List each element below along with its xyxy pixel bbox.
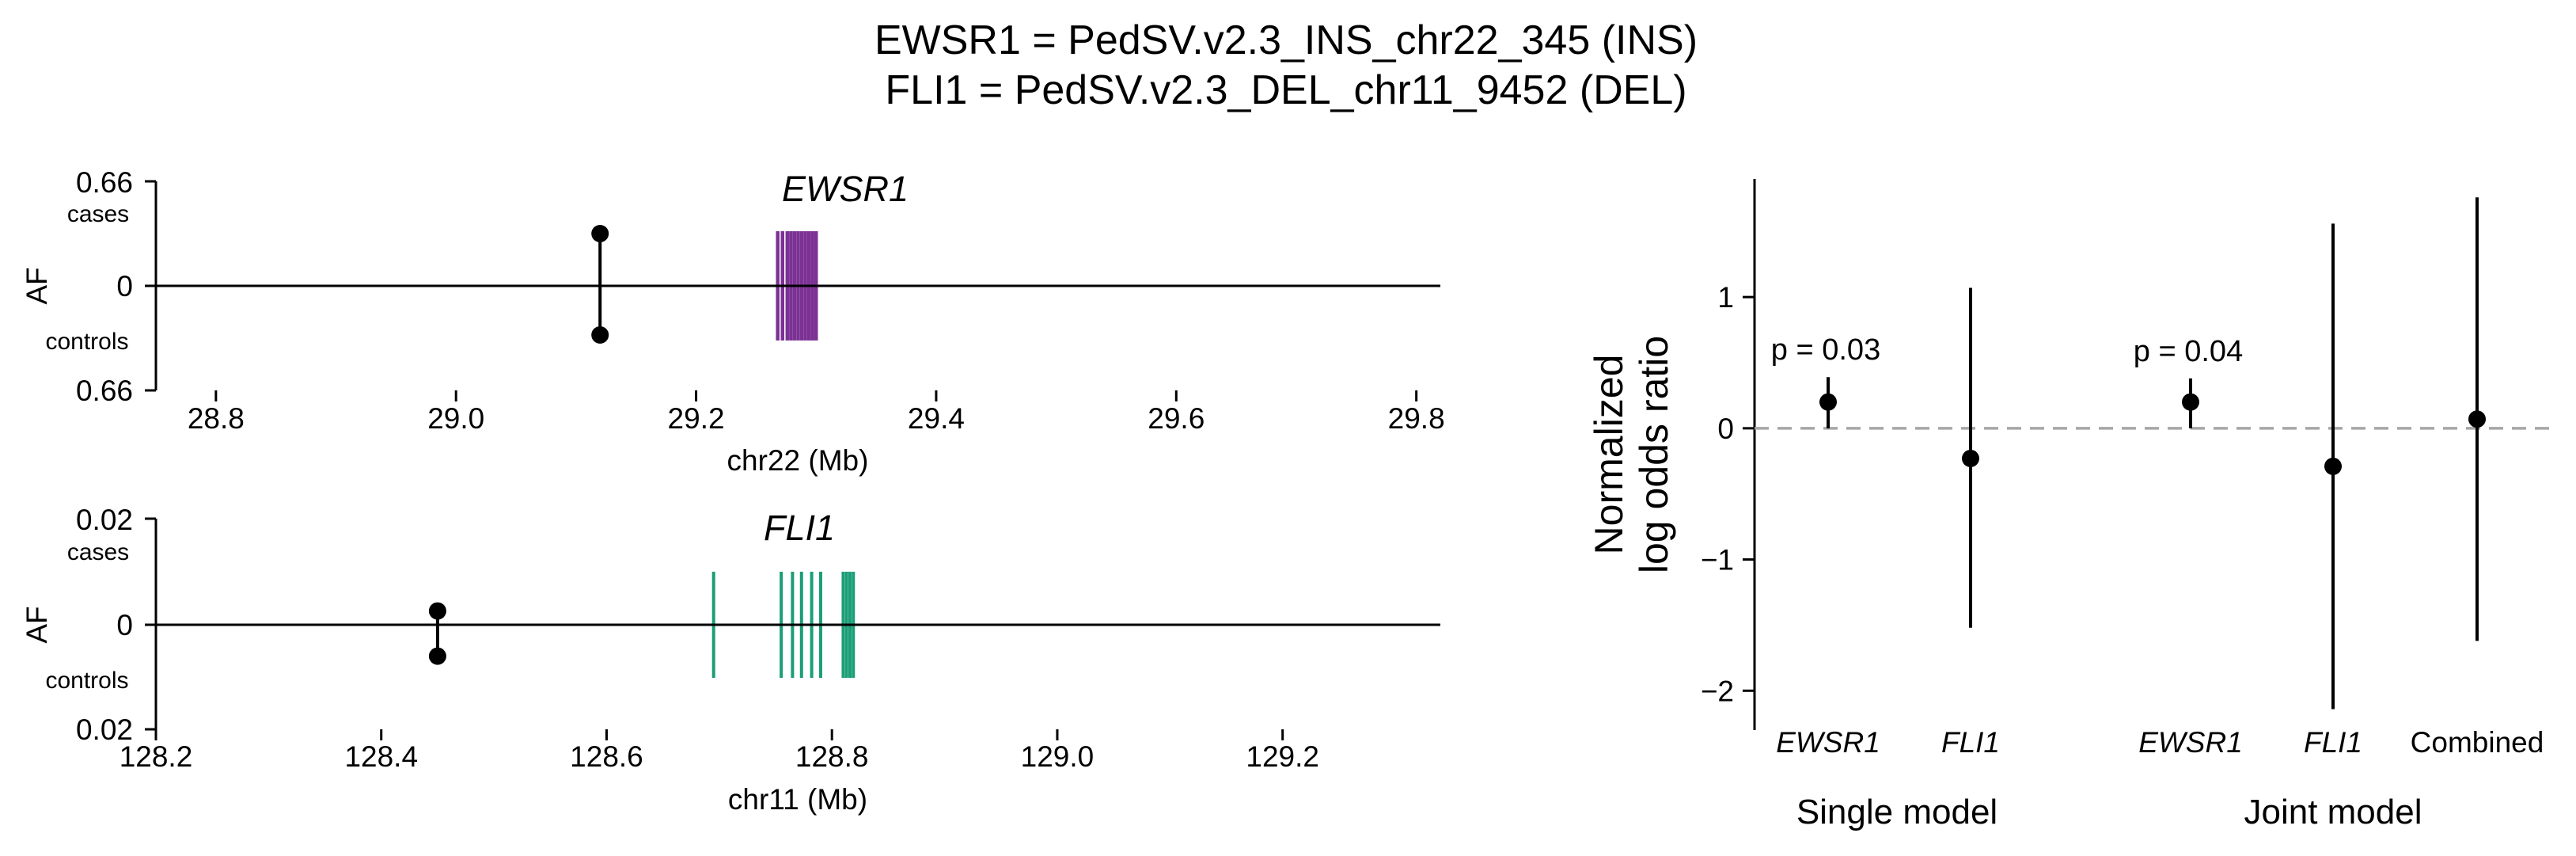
fli1-gene-label: FLI1: [764, 508, 835, 548]
forest-estimate-point: [2468, 410, 2486, 428]
fli1-x-tick-label: 128.6: [570, 740, 643, 773]
forest-plot-panel: 1 0 −1 −2 Normalized log odds ratio EWSR1 p …: [1587, 179, 2558, 831]
ewsr1-x-tick-label: 29.8: [1388, 402, 1445, 435]
ewsr1-x-axis-label: chr22 (Mb): [727, 444, 869, 477]
fli1-x-tick-label: 129.2: [1246, 740, 1319, 773]
forest-y-tick-label: −1: [1701, 544, 1734, 576]
forest-y-axis-label-line-1: Normalized: [1587, 355, 1631, 555]
forest-y-axis-label-line-2: log odds ratio: [1632, 336, 1676, 573]
forest-y-tick-label: −2: [1701, 675, 1734, 707]
ewsr1-x-tick-label: 29.4: [908, 402, 965, 435]
fli1-locus-panel: 0.02 0 0.02 cases controls AF FLI1 128.2…: [21, 504, 1440, 816]
ewsr1-y-tick-label-bottom: 0.66: [76, 375, 133, 407]
forest-category-label: EWSR1: [2138, 726, 2243, 759]
fli1-x-ticks: 128.2 128.4 128.6 128.8 129.0 129.2: [120, 729, 1319, 773]
forest-group-label-joint: Joint model: [2244, 793, 2422, 831]
ewsr1-x-tick-label: 28.8: [188, 402, 245, 435]
ewsr1-controls-point: [591, 326, 609, 344]
forest-category-label: Combined: [2411, 726, 2544, 759]
fli1-y-tick-label-bottom: 0.02: [76, 713, 133, 746]
forest-category-label: EWSR1: [1776, 726, 1880, 759]
fli1-y-tick-label-top: 0.02: [76, 504, 133, 536]
fli1-x-axis-label: chr11 (Mb): [728, 783, 867, 816]
forest-pvalue-label: p = 0.04: [2134, 335, 2243, 368]
forest-estimate-point: [2182, 393, 2199, 411]
fli1-x-tick-label: 128.8: [795, 740, 869, 773]
forest-estimate-point: [2324, 457, 2342, 475]
ewsr1-cases-label: cases: [67, 201, 129, 227]
forest-category-label: FLI1: [2304, 726, 2362, 759]
ewsr1-gene-label: EWSR1: [782, 169, 909, 209]
ewsr1-x-tick-label: 29.2: [668, 402, 725, 435]
forest-estimate-point: [1819, 393, 1837, 411]
ewsr1-x-tick-label: 29.0: [427, 402, 484, 435]
fli1-controls-point: [428, 647, 446, 665]
figure-title-line-2: FLI1 = PedSV.v2.3_DEL_chr11_9452 (DEL): [885, 67, 1686, 113]
ewsr1-y-axis-label: AF: [21, 267, 53, 304]
fli1-controls-label: controls: [45, 668, 128, 694]
ewsr1-y-tick-label-zero: 0: [116, 270, 133, 302]
fli1-y-axis-label: AF: [21, 606, 53, 643]
ewsr1-x-tick-label: 29.6: [1148, 402, 1205, 435]
ewsr1-controls-label: controls: [45, 329, 128, 355]
forest-pvalue-label: p = 0.03: [1771, 333, 1880, 367]
forest-estimate-point: [1962, 449, 1979, 467]
fli1-x-tick-label: 129.0: [1021, 740, 1095, 773]
forest-category-label: FLI1: [1941, 726, 2000, 759]
ewsr1-x-ticks: 28.8 29.0 29.2 29.4 29.6 29.8: [188, 390, 1445, 435]
forest-marks: EWSR1 p = 0.03 FLI1 EWSR1 p = 0.04 FLI1 Combin…: [1771, 197, 2544, 759]
forest-y-tick-label: 0: [1717, 413, 1734, 445]
figure-title-line-1: EWSR1 = PedSV.v2.3_INS_chr22_345 (INS): [874, 17, 1698, 63]
ewsr1-y-tick-label-top: 0.66: [76, 166, 133, 199]
fli1-cases-label: cases: [67, 539, 129, 565]
forest-y-tick-label: 1: [1717, 281, 1734, 314]
fli1-x-tick-label: 128.2: [120, 740, 193, 773]
fli1-y-tick-label-zero: 0: [116, 609, 133, 641]
ewsr1-locus-panel: 0.66 0 0.66 cases controls AF EWSR1 28.8…: [21, 166, 1445, 477]
forest-y-ticks: 1 0 −1 −2: [1701, 281, 1755, 707]
forest-group-label-single: Single model: [1796, 793, 1997, 831]
fli1-cases-point: [428, 602, 446, 620]
ewsr1-cases-point: [591, 225, 609, 242]
fli1-x-tick-label: 128.4: [344, 740, 418, 773]
